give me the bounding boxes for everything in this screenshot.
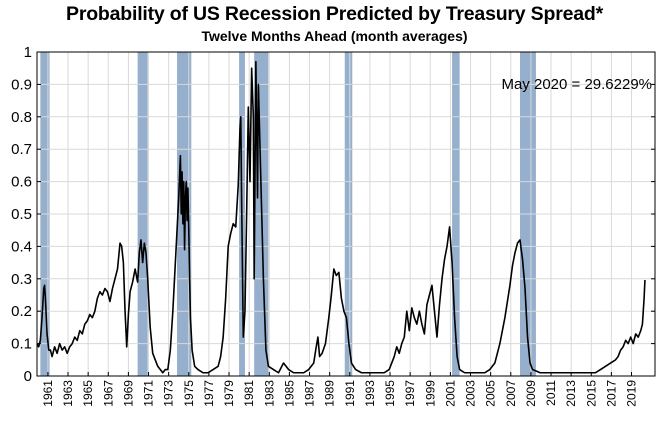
x-tick-label-2005: 2005 — [484, 380, 498, 407]
x-tick-label-1993: 1993 — [363, 380, 377, 407]
x-tick-label-2017: 2017 — [604, 380, 618, 407]
x-tick-label-2019: 2019 — [625, 380, 639, 407]
y-tick-label-2: 0.2 — [11, 303, 32, 320]
y-tick-label-4: 0.4 — [11, 238, 32, 255]
x-tick-label-1983: 1983 — [262, 380, 276, 407]
series-line-1 — [36, 60, 646, 374]
x-tick-label-2013: 2013 — [564, 380, 578, 407]
x-tick-label-2015: 2015 — [584, 380, 598, 407]
x-tick-label-2003: 2003 — [464, 380, 478, 407]
y-tick-label-1: 0.1 — [11, 336, 32, 353]
x-tick-label-1967: 1967 — [101, 380, 115, 407]
x-tick-label-1961: 1961 — [41, 380, 55, 407]
series-layer — [36, 60, 646, 374]
chart-subtitle: Twelve Months Ahead (month averages) — [201, 28, 468, 44]
x-tick-label-1997: 1997 — [403, 380, 417, 407]
y-tick-label-3: 0.3 — [11, 271, 32, 288]
x-tick-label-1989: 1989 — [323, 380, 337, 407]
x-tick-label-2007: 2007 — [504, 380, 518, 407]
y-tick-label-9: 0.9 — [11, 76, 32, 93]
y-tick-label-7: 0.7 — [11, 141, 32, 158]
x-tick-label-1977: 1977 — [202, 380, 216, 407]
x-tick-label-1971: 1971 — [142, 380, 156, 407]
x-tick-label-1973: 1973 — [162, 380, 176, 407]
chart-title: Probability of US Recession Predicted by… — [66, 3, 603, 25]
y-tick-label-6: 0.6 — [11, 174, 32, 191]
x-tick-label-1995: 1995 — [383, 380, 397, 407]
x-tick-label-1979: 1979 — [222, 380, 236, 407]
x-tick-label-1985: 1985 — [282, 380, 296, 407]
x-tick-label-2011: 2011 — [544, 380, 558, 406]
x-tick-label-2009: 2009 — [524, 380, 538, 407]
x-tick-label-1999: 1999 — [423, 380, 437, 407]
x-tick-label-2001: 2001 — [443, 380, 457, 407]
y-tick-label-5: 0.5 — [11, 206, 32, 223]
x-tick-label-1981: 1981 — [242, 380, 256, 407]
x-axis: 1961 1963 1965 1967 1969 1971 1973 1975 1977 1979… — [41, 372, 639, 407]
x-tick-label-1991: 1991 — [343, 380, 357, 407]
chart-annotation: May 2020 = 29.6229% — [501, 76, 652, 93]
y-tick-label-8: 0.8 — [11, 109, 32, 126]
y-tick-label-10: 1 — [24, 44, 32, 61]
x-tick-label-1987: 1987 — [303, 380, 317, 407]
y-axis: 0 0.1 0.2 0.3 0.4 0.5 0.6 0.7 0.8 0.9 1 — [11, 44, 655, 385]
y-tick-label-0: 0 — [24, 368, 32, 385]
x-tick-label-1965: 1965 — [81, 380, 95, 407]
x-tick-label-1975: 1975 — [182, 380, 196, 407]
x-tick-label-1969: 1969 — [121, 380, 135, 407]
x-tick-label-1963: 1963 — [61, 380, 75, 407]
